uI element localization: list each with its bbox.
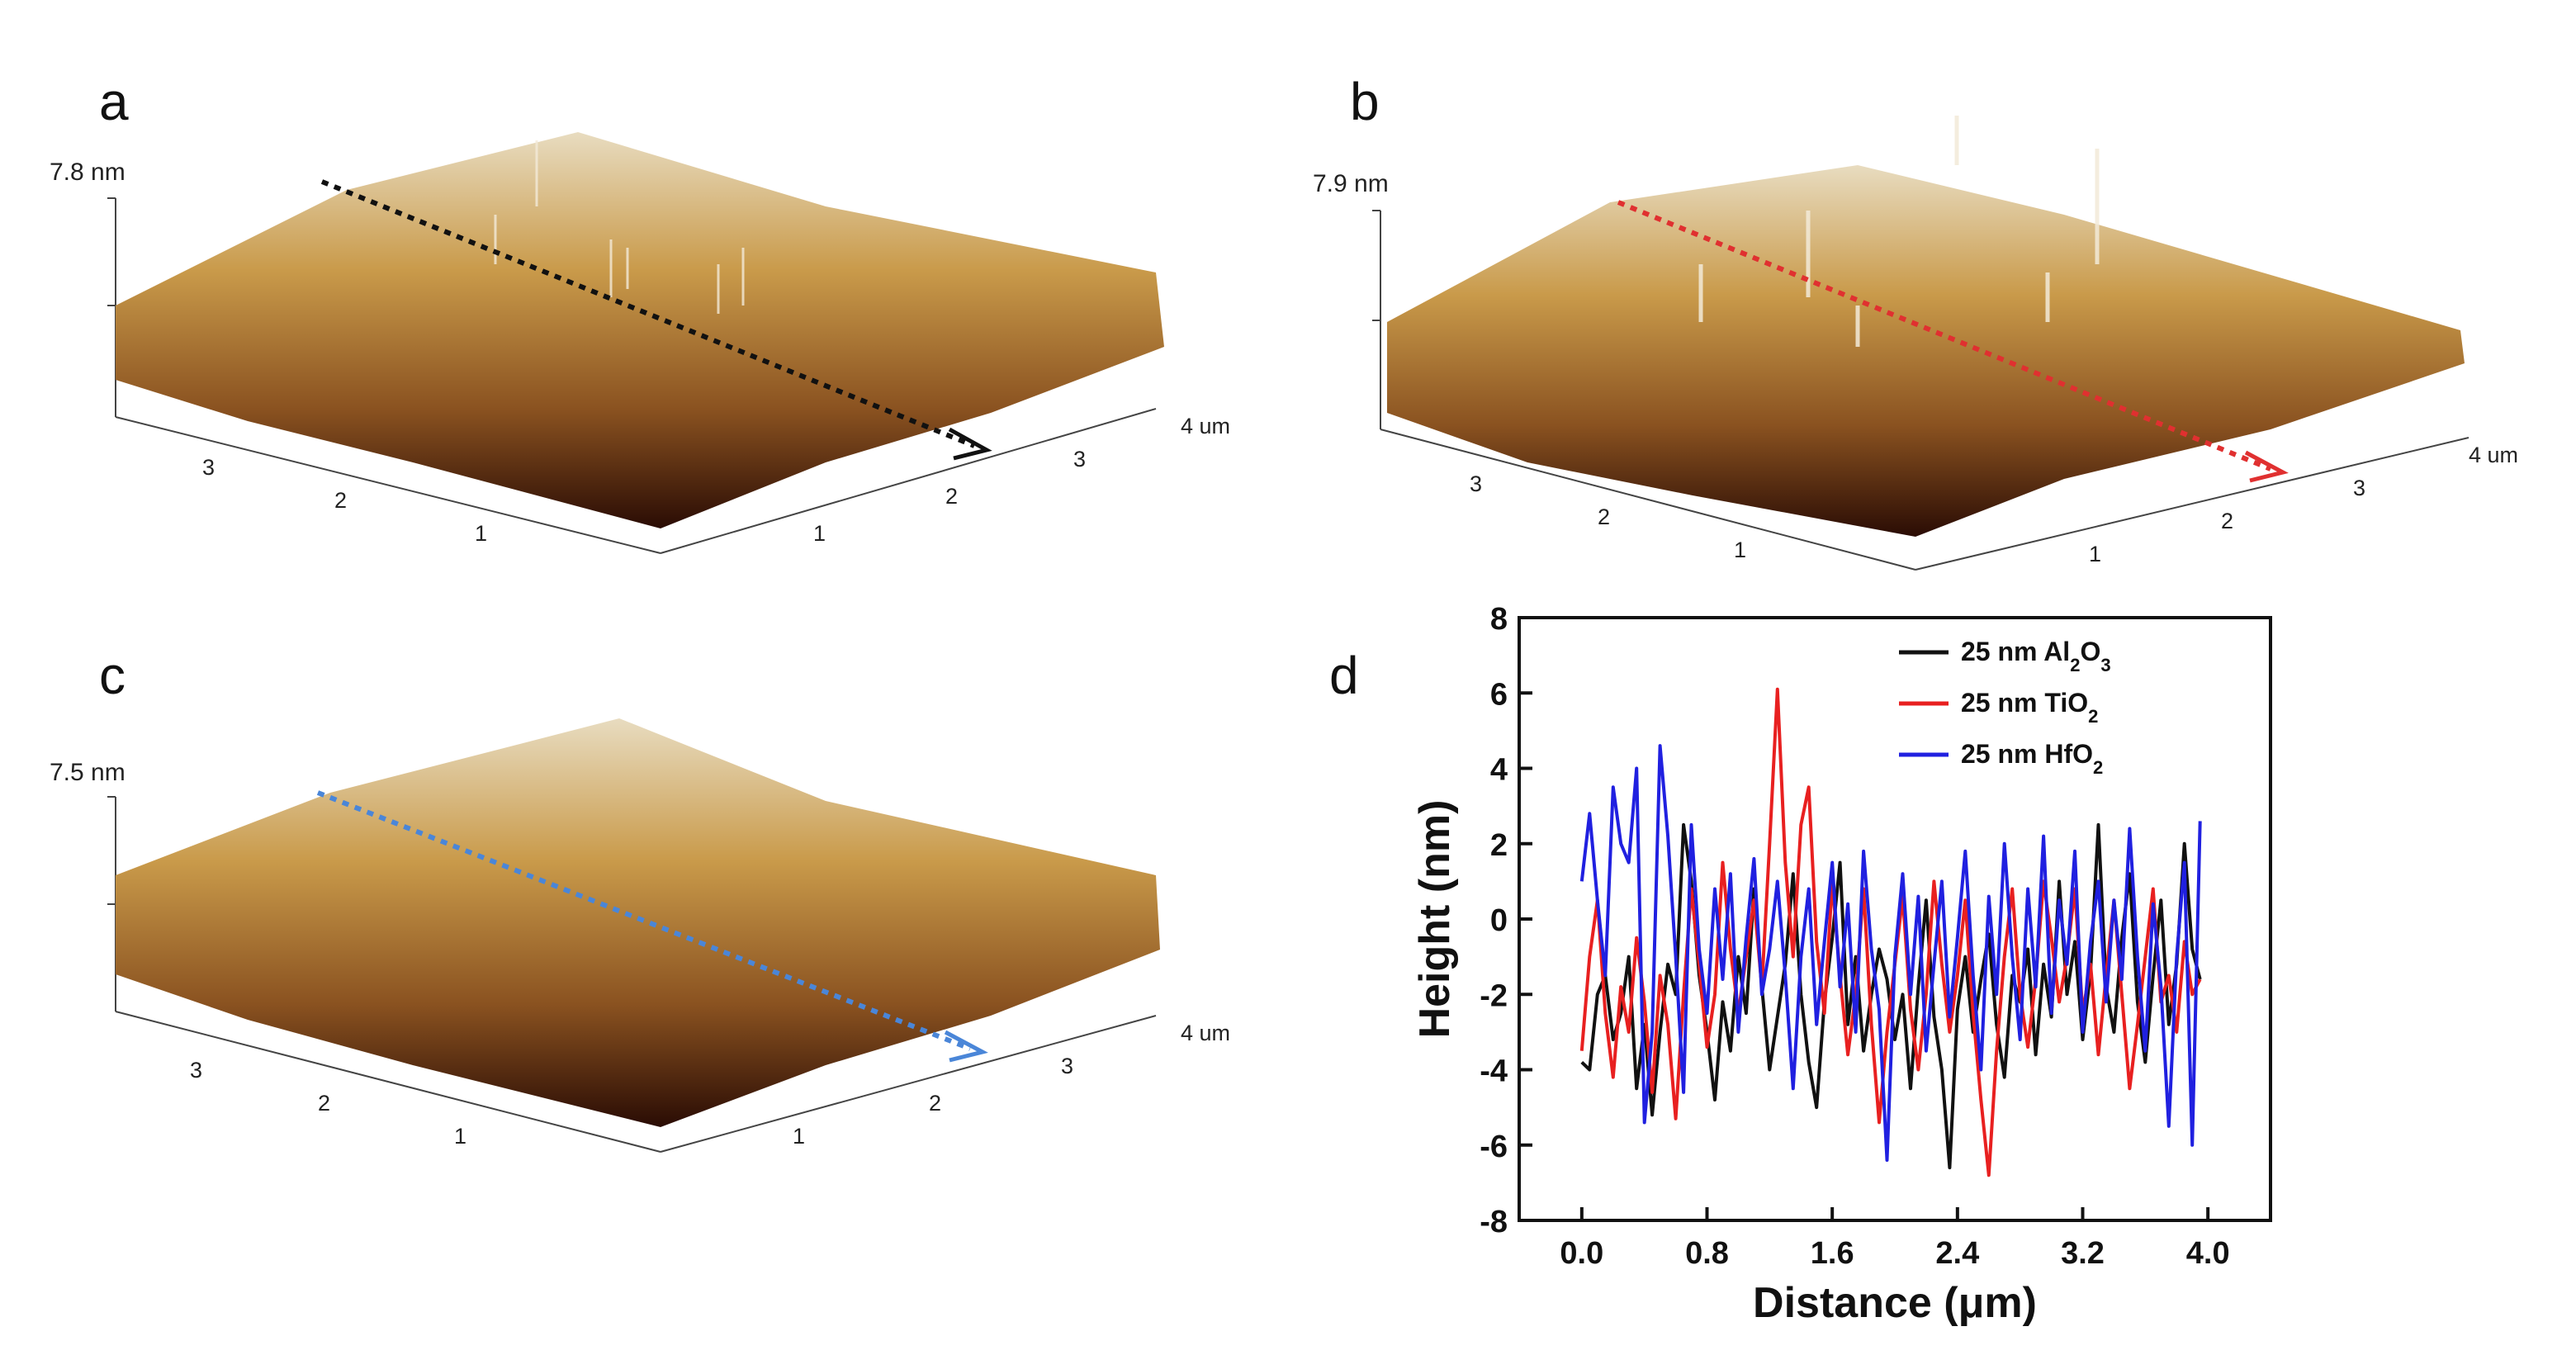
series-line-1	[1579, 687, 2202, 1177]
y-tick-label-6: 4	[1490, 753, 1508, 788]
y-axis-a	[115, 416, 661, 554]
afm-surface-c	[116, 718, 1160, 1127]
x-axis-a	[660, 408, 1157, 554]
x-tick-a-1: 1	[813, 521, 826, 546]
y-axis-c	[115, 1011, 661, 1153]
panel-b: b 7.9 nm 1 2 3 1 2 3 4 um	[1313, 72, 2518, 571]
afm-surface-b	[1387, 165, 2465, 537]
afm-surface-a	[116, 132, 1164, 528]
x-tick-b-2: 2	[2221, 509, 2233, 533]
y-axis-title: Height (nm)	[1411, 800, 1459, 1039]
y-tick-label-0: -8	[1480, 1205, 1508, 1239]
x-tick-label-1: 0.8	[1685, 1236, 1729, 1271]
x-tick-b-4: 4 um	[2469, 443, 2518, 467]
y-tick-c-2: 2	[318, 1091, 330, 1116]
legend-label-1: 25 nm TiO2	[1961, 688, 2098, 727]
x-tick-a-2: 2	[945, 484, 958, 509]
y-tick-a-2: 2	[334, 488, 347, 513]
axis-ticks: 0.0 0.8 1.6 2.4 3.2 4.0 -8 -6 -4 -2 0 2 4 6 8	[1480, 602, 2229, 1271]
x-tick-label-5: 4.0	[2186, 1236, 2230, 1271]
profile-arrow-c	[316, 790, 972, 1051]
profile-arrow-b	[1617, 200, 2272, 471]
y-tick-c-1: 1	[454, 1124, 466, 1149]
x-axis-b	[1915, 437, 2469, 571]
x-tick-c-2: 2	[929, 1091, 941, 1116]
y-tick-label-4: 0	[1490, 903, 1508, 938]
panel-label-d: d	[1329, 646, 1359, 705]
x-tick-c-3: 3	[1061, 1054, 1073, 1078]
legend-label-0: 25 nm Al2O3	[1961, 637, 2111, 675]
profile-arrow-a	[320, 179, 976, 448]
height-scale-c: 7.5 nm	[50, 759, 125, 786]
y-tick-a-3: 3	[202, 455, 215, 480]
afm-spikes-b	[1698, 116, 2100, 347]
y-tick-label-5: 2	[1490, 828, 1508, 863]
height-scale-b: 7.9 nm	[1313, 170, 1389, 197]
x-tick-label-4: 3.2	[2061, 1236, 2105, 1271]
panel-label-b: b	[1350, 72, 1380, 131]
x-tick-a-4: 4 um	[1181, 414, 1230, 438]
y-tick-label-7: 6	[1490, 677, 1508, 712]
y-tick-label-1: -6	[1480, 1130, 1508, 1164]
x-tick-c-4: 4 um	[1181, 1021, 1230, 1045]
series-group	[1579, 687, 2202, 1177]
series-line-2	[1579, 744, 2202, 1162]
panel-a: a 7.8 nm 1 2 3 1 2 3 4 um	[50, 72, 1230, 554]
x-tick-label-3: 2.4	[1935, 1236, 1979, 1271]
y-tick-c-3: 3	[190, 1058, 202, 1083]
panel-label-c: c	[99, 646, 125, 705]
panel-label-a: a	[99, 72, 129, 131]
legend-label-2: 25 nm HfO2	[1961, 739, 2103, 778]
y-tick-label-2: -4	[1480, 1054, 1508, 1089]
x-tick-b-3: 3	[2353, 476, 2365, 500]
x-tick-label-0: 0.0	[1560, 1236, 1603, 1271]
x-axis-title: Distance (μm)	[1753, 1279, 2037, 1327]
afm-spikes-a	[494, 140, 745, 314]
x-tick-label-2: 1.6	[1811, 1236, 1854, 1271]
y-tick-b-2: 2	[1598, 505, 1610, 529]
legend: 25 nm Al2O3 25 nm TiO2 25 nm HfO2	[1899, 637, 2111, 778]
panel-c: c 7.5 nm 1 2 3 1 2 3 4 um	[50, 646, 1230, 1153]
y-tick-b-3: 3	[1470, 471, 1482, 496]
y-tick-b-1: 1	[1734, 538, 1746, 562]
y-tick-label-8: 8	[1490, 602, 1508, 637]
y-tick-label-3: -2	[1480, 978, 1508, 1013]
height-scale-a: 7.8 nm	[50, 159, 125, 186]
x-tick-b-1: 1	[2089, 542, 2101, 566]
x-tick-c-1: 1	[793, 1124, 805, 1149]
y-axis-b	[1380, 429, 1916, 571]
panel-d: d 0.0 0.8 1.6 2.4 3.2 4.0 -8 -6 -4 -2 0 2 4 6 8 Distan…	[1329, 602, 2272, 1327]
x-axis-c	[660, 1015, 1157, 1153]
y-tick-a-1: 1	[475, 521, 487, 546]
x-tick-a-3: 3	[1073, 447, 1086, 471]
